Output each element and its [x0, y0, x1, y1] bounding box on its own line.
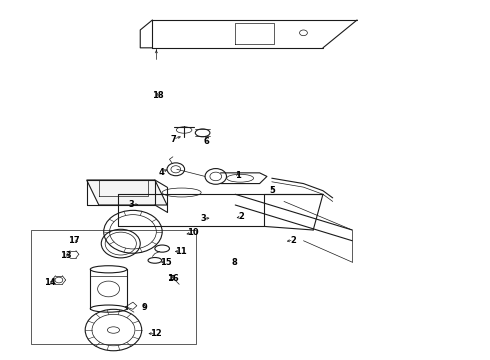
Polygon shape — [87, 180, 167, 205]
Text: 16: 16 — [167, 274, 179, 283]
Text: 14: 14 — [44, 278, 56, 287]
Text: 3: 3 — [128, 200, 134, 209]
Text: 10: 10 — [187, 228, 198, 237]
Text: 2: 2 — [291, 235, 296, 244]
Text: 13: 13 — [60, 251, 72, 260]
Text: 18: 18 — [152, 91, 164, 100]
Text: 7: 7 — [170, 135, 176, 144]
Text: 11: 11 — [175, 247, 187, 256]
Text: 9: 9 — [142, 303, 147, 312]
Text: 3: 3 — [201, 214, 206, 223]
Text: 1: 1 — [235, 171, 241, 180]
Text: 2: 2 — [238, 212, 244, 221]
Text: 8: 8 — [231, 258, 237, 267]
Text: 12: 12 — [150, 329, 162, 338]
Text: 15: 15 — [160, 258, 172, 267]
Text: 5: 5 — [270, 185, 275, 194]
Text: 4: 4 — [158, 168, 164, 177]
Text: 6: 6 — [203, 137, 209, 146]
Text: 17: 17 — [68, 236, 79, 245]
